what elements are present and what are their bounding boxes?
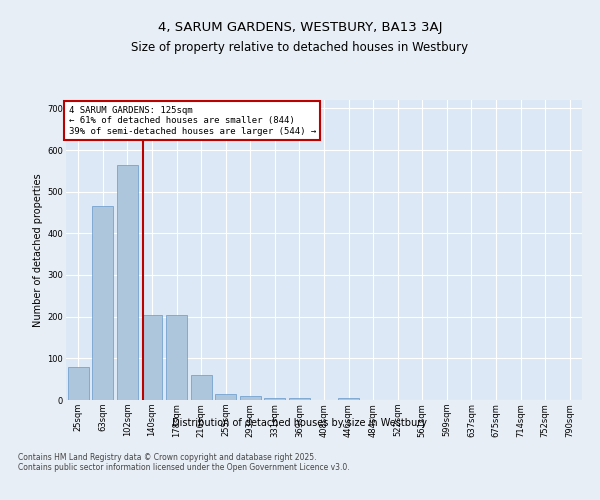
Bar <box>166 314 187 400</box>
Bar <box>215 394 236 400</box>
Bar <box>240 396 261 400</box>
Bar <box>117 164 138 400</box>
Bar <box>142 314 163 400</box>
Bar <box>68 366 89 400</box>
Bar <box>289 398 310 400</box>
Text: Distribution of detached houses by size in Westbury: Distribution of detached houses by size … <box>173 418 427 428</box>
Y-axis label: Number of detached properties: Number of detached properties <box>33 173 43 327</box>
Text: Contains HM Land Registry data © Crown copyright and database right 2025.
Contai: Contains HM Land Registry data © Crown c… <box>18 453 350 472</box>
Bar <box>338 398 359 400</box>
Text: Size of property relative to detached houses in Westbury: Size of property relative to detached ho… <box>131 41 469 54</box>
Bar <box>92 206 113 400</box>
Text: 4 SARUM GARDENS: 125sqm
← 61% of detached houses are smaller (844)
39% of semi-d: 4 SARUM GARDENS: 125sqm ← 61% of detache… <box>68 106 316 136</box>
Text: 4, SARUM GARDENS, WESTBURY, BA13 3AJ: 4, SARUM GARDENS, WESTBURY, BA13 3AJ <box>158 21 442 34</box>
Bar <box>191 375 212 400</box>
Bar <box>265 398 286 400</box>
